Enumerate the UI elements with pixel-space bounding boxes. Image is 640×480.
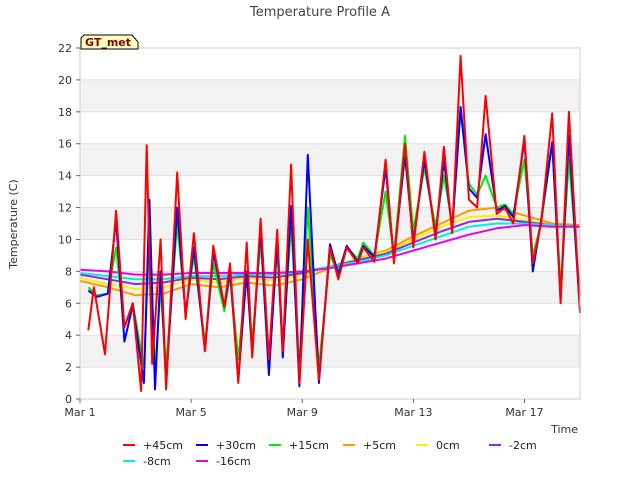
legend-label: 0cm xyxy=(436,439,460,452)
legend: +45cm +30cm +15cm +5cm 0cm -2cm -8cm -16cm xyxy=(123,439,537,468)
series-line-+45cm xyxy=(87,55,581,392)
grid-band xyxy=(80,143,580,176)
y-tick-label: 14 xyxy=(58,170,72,183)
legend-label: -16cm xyxy=(216,455,251,468)
series-layer xyxy=(79,55,581,392)
x-tick-label: Mar 5 xyxy=(175,406,206,419)
y-tick-label: 8 xyxy=(65,265,72,278)
x-tick-label: Mar 17 xyxy=(505,406,543,419)
y-tick-label: 18 xyxy=(58,106,72,119)
x-tick-label: Mar 9 xyxy=(287,406,318,419)
legend-label: +45cm xyxy=(143,439,183,452)
series-line--16cm xyxy=(79,224,580,276)
grid-band xyxy=(80,367,580,399)
legend-label: +30cm xyxy=(216,439,256,452)
y-tick-label: 0 xyxy=(65,393,72,406)
y-tick-label: 16 xyxy=(58,138,72,151)
grid-band xyxy=(80,175,580,208)
gt-met-badge: GT_met xyxy=(80,34,139,50)
legend-label: -2cm xyxy=(509,439,537,452)
x-axis: Mar 1 Mar 5 Mar 9 Mar 13 Mar 17 xyxy=(64,399,544,419)
x-tick-label: Mar 13 xyxy=(394,406,432,419)
chart-title: Temperature Profile A xyxy=(249,5,390,20)
legend-label: +5cm xyxy=(363,439,396,452)
y-tick-label: 6 xyxy=(65,297,72,310)
grid-band xyxy=(80,111,580,144)
gt-met-badge-text: GT_met xyxy=(85,36,131,49)
y-tick-label: 22 xyxy=(58,42,72,55)
x-tick-label: Mar 1 xyxy=(64,406,95,419)
y-tick-label: 4 xyxy=(65,329,72,342)
series-line--8cm xyxy=(79,222,581,281)
y-axis: 0 2 4 6 8 10 12 14 16 18 20 22 xyxy=(58,42,80,406)
grid-band xyxy=(80,79,580,112)
y-tick-label: 10 xyxy=(58,233,72,246)
y-tick-label: 2 xyxy=(65,361,72,374)
plot-frame xyxy=(79,47,581,400)
grid-band xyxy=(80,48,580,80)
x-axis-label: Time xyxy=(550,423,578,436)
y-tick-label: 20 xyxy=(58,74,72,87)
legend-label: +15cm xyxy=(289,439,329,452)
y-axis-label: Temperature (C) xyxy=(7,179,20,269)
y-tick-label: 12 xyxy=(58,202,72,215)
legend-label: -8cm xyxy=(143,455,171,468)
